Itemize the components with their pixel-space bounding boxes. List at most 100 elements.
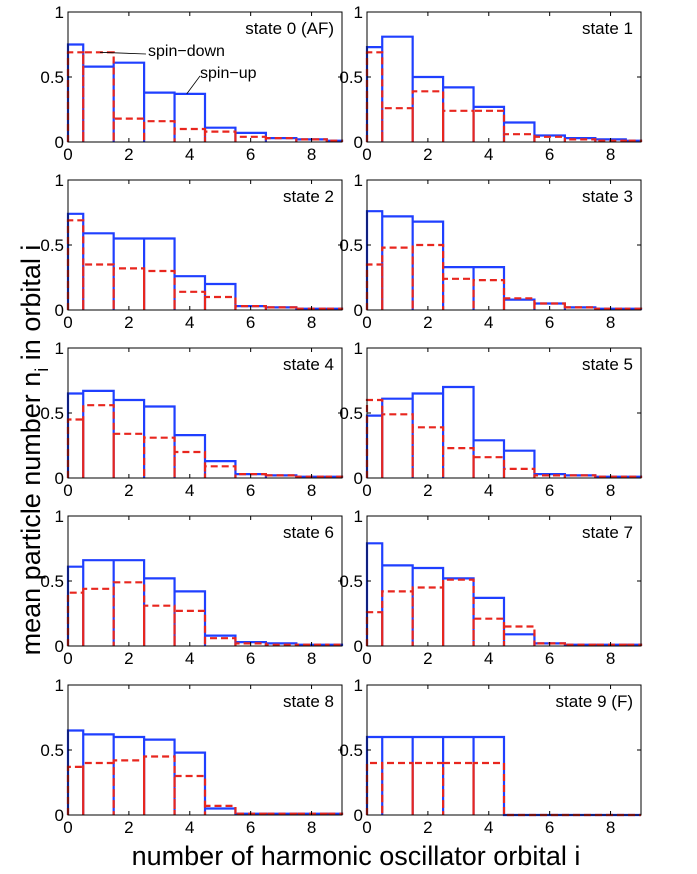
bar-spin-down-1 — [382, 248, 412, 310]
y-axis-title-tail: in orbital i — [16, 245, 46, 368]
y-tick-label: 0.5 — [339, 68, 363, 87]
bar-spin-up-0 — [367, 737, 382, 815]
bar-spin-down-0 — [367, 52, 382, 142]
bar-spin-up-0 — [367, 543, 382, 646]
bar-spin-up-5 — [205, 461, 235, 478]
bar-spin-up-0 — [367, 47, 382, 142]
bar-spin-up-0 — [68, 45, 83, 143]
bar-spin-down-0 — [68, 593, 83, 646]
bar-spin-up-4 — [474, 267, 504, 310]
bar-spin-down-0 — [367, 763, 382, 815]
series-spin-down-line — [365, 51, 643, 142]
bar-spin-up-5 — [205, 636, 235, 646]
bar-spin-up-2 — [413, 568, 443, 646]
bar-spin-down-1 — [83, 265, 113, 311]
x-tick-label: 4 — [484, 649, 493, 668]
bar-spin-down-4 — [474, 111, 504, 142]
panel-state-2: 0 2 4 6 8 0 0.5 1 state 2 — [40, 171, 344, 332]
bar-spin-up-1 — [382, 37, 412, 142]
series-spin-down-line — [66, 404, 344, 478]
x-tick-label: 6 — [545, 649, 554, 668]
x-tick-label: 8 — [606, 145, 615, 164]
x-tick-label: 2 — [124, 481, 133, 500]
bar-spin-up-3 — [443, 267, 473, 310]
y-tick-label: 1 — [55, 339, 64, 358]
bar-spin-up-5 — [504, 300, 534, 310]
bar-spin-down-1 — [83, 405, 113, 478]
bar-spin-down-5 — [205, 297, 235, 310]
bar-spin-down-2 — [413, 91, 443, 142]
panel-state-3: 0 2 4 6 8 0 0.5 1 state 3 — [339, 171, 643, 332]
bar-spin-up-1 — [83, 233, 113, 310]
panel-state-6: 0 2 4 6 8 0 0.5 1 state 6 — [40, 507, 344, 668]
bar-spin-up-1 — [382, 737, 412, 815]
y-axis-title: mean particle number ni in orbital i — [16, 245, 52, 656]
x-tick-label: 8 — [307, 481, 316, 500]
bar-spin-up-0 — [68, 214, 83, 310]
bar-spin-down-2 — [114, 760, 144, 815]
x-tick-label: 0 — [362, 145, 371, 164]
bar-spin-down-3 — [144, 606, 174, 646]
bar-spin-up-3 — [144, 578, 174, 646]
x-tick-label: 2 — [124, 313, 133, 332]
bar-spin-down-2 — [413, 763, 443, 815]
bar-spin-down-4 — [175, 776, 205, 815]
panel-title: state 7 — [582, 523, 633, 542]
x-tick-label: 8 — [606, 481, 615, 500]
bar-spin-up-1 — [382, 565, 412, 646]
panel-title: state 2 — [283, 187, 334, 206]
bar-spin-up-1 — [83, 560, 113, 646]
bar-spin-down-3 — [144, 757, 174, 816]
bar-spin-down-3 — [443, 111, 473, 142]
y-tick-label: 1 — [354, 171, 363, 190]
bar-spin-down-4 — [175, 611, 205, 646]
bar-spin-up-1 — [382, 216, 412, 310]
bar-spin-up-4 — [175, 753, 205, 815]
annotation-spin-down: spin−down — [148, 43, 225, 60]
bar-spin-down-5 — [205, 806, 235, 815]
y-tick-label: 1 — [55, 676, 64, 695]
bar-spin-up-5 — [504, 451, 534, 478]
bar-spin-down-0 — [68, 52, 83, 142]
bar-spin-down-2 — [413, 245, 443, 310]
annotation-leader-spin-up — [186, 75, 201, 95]
bar-spin-down-5 — [205, 466, 235, 478]
bar-spin-up-3 — [144, 407, 174, 479]
bar-spin-up-2 — [413, 394, 443, 479]
bar-spin-down-2 — [413, 588, 443, 647]
bar-spin-up-2 — [413, 222, 443, 310]
bar-spin-down-2 — [114, 268, 144, 310]
panel-title: state 0 (AF) — [245, 19, 334, 38]
annotation-spin-up: spin−up — [200, 65, 257, 82]
bar-spin-up-3 — [144, 93, 174, 142]
bar-spin-up-5 — [504, 634, 534, 646]
bar-spin-up-4 — [175, 435, 205, 478]
y-tick-label: 0 — [354, 301, 363, 320]
x-tick-label: 6 — [246, 481, 255, 500]
x-tick-label: 0 — [63, 313, 72, 332]
bar-spin-down-4 — [474, 619, 504, 646]
panel-title: state 4 — [283, 355, 334, 374]
bar-spin-down-1 — [382, 108, 412, 142]
x-tick-label: 6 — [545, 313, 554, 332]
x-tick-label: 0 — [362, 649, 371, 668]
y-tick-label: 0.5 — [339, 404, 363, 423]
y-tick-label: 1 — [55, 507, 64, 526]
x-tick-label: 6 — [246, 649, 255, 668]
bar-spin-up-3 — [443, 87, 473, 142]
x-tick-label: 2 — [423, 649, 432, 668]
bar-spin-down-1 — [382, 414, 412, 478]
series-spin-down-line — [365, 578, 643, 646]
y-tick-label: 0 — [55, 133, 64, 152]
y-tick-label: 0 — [354, 637, 363, 656]
bar-spin-down-3 — [443, 763, 473, 815]
x-tick-label: 2 — [124, 145, 133, 164]
y-tick-label: 1 — [354, 3, 363, 22]
x-tick-label: 8 — [606, 313, 615, 332]
y-tick-label: 0.5 — [40, 572, 64, 591]
x-tick-label: 8 — [307, 818, 316, 837]
bar-spin-down-3 — [443, 580, 473, 646]
bar-spin-up-4 — [175, 94, 205, 142]
y-tick-label: 0 — [354, 806, 363, 825]
bar-spin-up-0 — [68, 731, 83, 816]
